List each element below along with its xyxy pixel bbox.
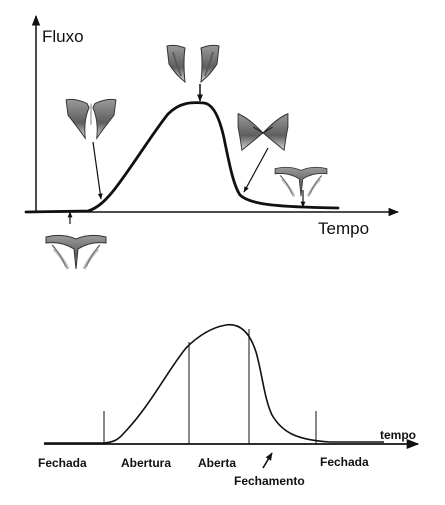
valve-closed-icon: [273, 165, 329, 198]
valve-opening-icon: [65, 98, 117, 139]
x-axis-label: Tempo: [318, 219, 369, 238]
phase-label-abertura: Abertura: [121, 456, 171, 470]
valve-closing-icon: [237, 113, 289, 151]
arrow-opening: [92, 141, 103, 200]
y-axis-label: Fluxo: [42, 27, 84, 46]
valve-closed-icon: [44, 233, 108, 271]
phase-label-fechada-2: Fechada: [320, 455, 369, 469]
flow-curve: [24, 101, 340, 214]
phase-label-fechamento: Fechamento: [234, 474, 305, 488]
bottom-flow-curve: [44, 324, 384, 444]
top-diagram: Fluxo Tempo: [24, 14, 400, 271]
phase-label-fechada-1: Fechada: [38, 456, 87, 470]
valve-open-icon: [166, 44, 220, 83]
arrow-closing: [243, 147, 269, 193]
phase-label-aberta: Aberta: [198, 456, 236, 470]
tempo-label: tempo: [380, 428, 416, 442]
fechamento-arrow: [262, 452, 273, 469]
bottom-diagram: tempo Fechada Abertura Aberta Fechamento…: [38, 324, 420, 488]
